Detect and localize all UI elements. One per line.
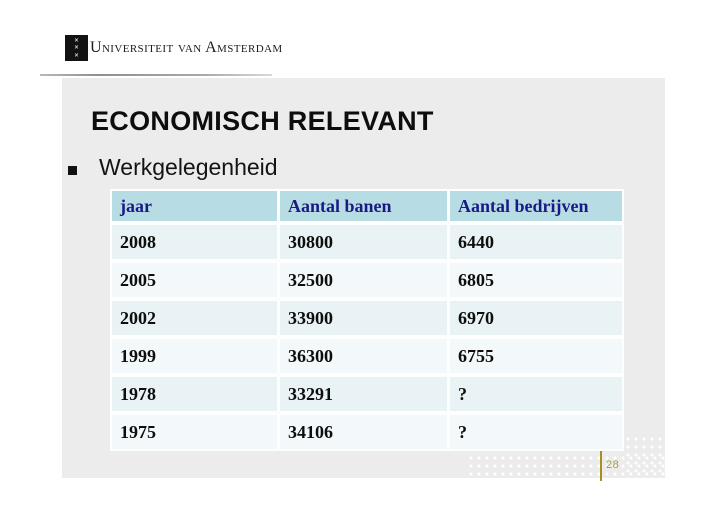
table-cell: 36300 <box>280 339 447 373</box>
slide-title: ECONOMISCH RELEVANT <box>91 106 434 136</box>
table-cell: 1975 <box>112 415 277 449</box>
table-cell: 2005 <box>112 263 277 297</box>
table-cell: ? <box>450 415 622 449</box>
table-cell: 33291 <box>280 377 447 411</box>
table-cell: 32500 <box>280 263 447 297</box>
crest-cross-icon: ✕ <box>74 35 79 44</box>
crest-cross-icon: ✕ <box>74 43 79 52</box>
bullet-marker-icon <box>68 166 77 175</box>
table-cell: 2008 <box>112 225 277 259</box>
table-cell: 2002 <box>112 301 277 335</box>
page-number: 28 <box>606 459 620 471</box>
table-cell: 6970 <box>450 301 622 335</box>
table-cell: 1999 <box>112 339 277 373</box>
crest-cross-icon: ✕ <box>74 50 79 59</box>
table-cell: ? <box>450 377 622 411</box>
table-cell: 6805 <box>450 263 622 297</box>
bullet-item-label: Werkgelegenheid <box>99 154 278 180</box>
page-number-divider <box>600 451 602 481</box>
table-cell: 6755 <box>450 339 622 373</box>
data-table: jaar Aantal banen Aantal bedrijven 2008 … <box>110 189 624 451</box>
table-cell: 6440 <box>450 225 622 259</box>
table-header-jaar: jaar <box>112 191 277 221</box>
table-header-aantal-banen: Aantal banen <box>280 191 447 221</box>
dot-pattern-block <box>622 433 665 478</box>
uva-crest-icon: ✕ ✕ ✕ <box>65 35 88 61</box>
institution-name: Universiteit van Amsterdam <box>90 39 283 56</box>
table-header-aantal-bedrijven: Aantal bedrijven <box>450 191 622 221</box>
header-divider <box>40 74 272 76</box>
table-cell: 33900 <box>280 301 447 335</box>
table-cell: 34106 <box>280 415 447 449</box>
table-cell: 1978 <box>112 377 277 411</box>
table-cell: 30800 <box>280 225 447 259</box>
